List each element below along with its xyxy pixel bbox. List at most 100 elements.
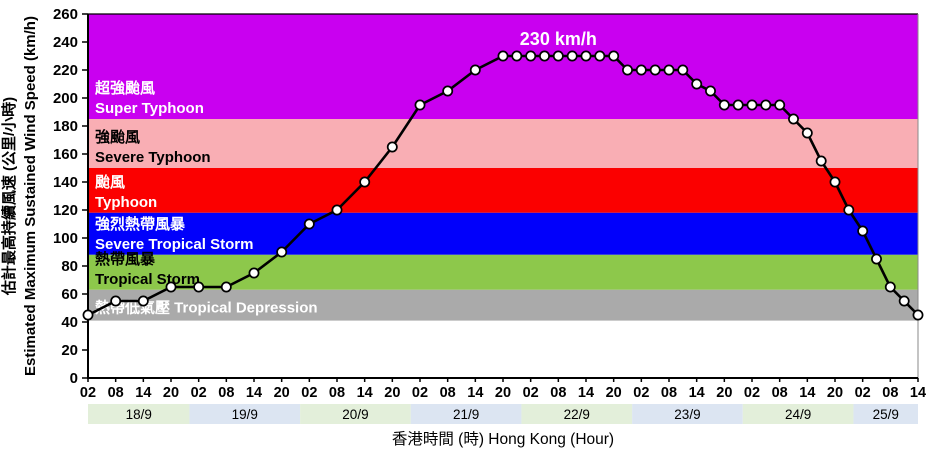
data-point <box>248 267 260 279</box>
data-point <box>580 50 592 62</box>
data-point <box>497 50 509 62</box>
band-label-en-typhoon: Typhoon <box>95 194 157 211</box>
band-label-zh-tropical-storm: 熱帶風暴 <box>95 250 156 268</box>
data-point <box>442 85 454 97</box>
band-label-en-super-typhoon: Super Typhoon <box>95 100 204 117</box>
data-point <box>691 78 703 90</box>
x-tick-label: 14 <box>689 385 705 401</box>
y-tick-label: 80 <box>61 258 78 275</box>
data-point <box>110 295 122 307</box>
band-label-zh-super-typhoon: 超強颱風 <box>94 79 155 97</box>
data-point <box>303 218 315 230</box>
data-point <box>677 64 689 76</box>
x-tick-label: 02 <box>855 385 871 401</box>
data-point <box>566 50 578 62</box>
y-tick-label: 60 <box>61 286 78 303</box>
x-tick-label: 08 <box>218 385 234 401</box>
data-point <box>912 309 924 321</box>
data-point <box>414 99 426 111</box>
x-tick-label: 02 <box>301 385 317 401</box>
data-point <box>193 281 205 293</box>
data-point <box>718 99 730 111</box>
x-tick-label: 20 <box>384 385 400 401</box>
band-label-zh-severe-typhoon: 強颱風 <box>95 128 140 146</box>
data-point <box>884 281 896 293</box>
date-band <box>189 404 301 424</box>
date-band <box>853 404 918 424</box>
x-tick-label: 02 <box>191 385 207 401</box>
data-point <box>525 50 537 62</box>
x-axis-title: 香港時間 (時) Hong Kong (Hour) <box>391 431 615 448</box>
y-tick-label: 120 <box>53 202 78 219</box>
data-point <box>746 99 758 111</box>
x-tick-label: 14 <box>910 385 926 401</box>
x-tick-label: 02 <box>633 385 649 401</box>
y-tick-label: 0 <box>70 370 78 387</box>
date-label: 23/9 <box>674 407 700 422</box>
y-tick-label: 100 <box>53 230 78 247</box>
band-tropical-depression <box>88 289 918 321</box>
x-tick-label: 02 <box>412 385 428 401</box>
data-point <box>898 295 910 307</box>
band-label-en-tropical-storm: Tropical Storm <box>95 271 200 288</box>
data-point <box>386 141 398 153</box>
y-tick-label: 240 <box>53 34 78 51</box>
data-point <box>622 64 633 76</box>
x-tick-label: 14 <box>357 385 373 401</box>
peak-annotation: 230 km/h <box>520 29 597 49</box>
data-point <box>539 50 550 62</box>
x-tick-label: 20 <box>827 385 843 401</box>
x-tick-label: 08 <box>661 385 677 401</box>
x-tick-label: 02 <box>744 385 760 401</box>
x-tick-label: 20 <box>606 385 622 401</box>
band-label-en-severe-typhoon: Severe Typhoon <box>95 149 211 166</box>
x-tick-label: 08 <box>108 385 124 401</box>
wind-speed-line <box>87 54 919 317</box>
date-band <box>410 404 522 424</box>
data-point <box>788 113 799 125</box>
x-tick-label: 02 <box>523 385 539 401</box>
y-tick-label: 180 <box>53 118 78 135</box>
x-tick-label: 08 <box>772 385 788 401</box>
y-tick-label: 200 <box>53 90 78 107</box>
x-tick-label: 14 <box>246 385 262 401</box>
data-point <box>137 295 149 307</box>
data-point <box>359 176 371 188</box>
y-tick-label: 260 <box>53 6 78 23</box>
data-point <box>165 281 177 293</box>
date-label: 19/9 <box>232 407 258 422</box>
date-band <box>632 404 743 424</box>
x-tick-label: 08 <box>550 385 566 401</box>
data-point <box>331 204 343 216</box>
band-label-en-severe-tropical-storm: Severe Tropical Storm <box>95 236 253 253</box>
date-label: 18/9 <box>126 407 152 422</box>
band-typhoon <box>88 168 918 213</box>
data-point <box>857 225 869 237</box>
data-point <box>705 85 716 97</box>
band-severe-typhoon <box>88 119 918 168</box>
band-super-typhoon <box>88 14 918 119</box>
data-point <box>871 253 882 265</box>
data-point <box>469 64 481 76</box>
band-tropical-storm <box>88 254 918 290</box>
x-tick-label: 20 <box>163 385 179 401</box>
data-point <box>608 50 620 62</box>
data-point <box>220 281 232 293</box>
date-band <box>521 404 633 424</box>
data-point <box>843 204 855 216</box>
data-point <box>511 50 523 62</box>
data-point <box>829 176 841 188</box>
band-severe-tropical-storm <box>88 212 918 255</box>
x-tick-label: 14 <box>578 385 594 401</box>
date-label: 20/9 <box>342 407 368 422</box>
x-tick-label: 20 <box>495 385 511 401</box>
y-tick-label: 40 <box>61 314 78 331</box>
x-tick-label: 02 <box>80 385 96 401</box>
data-point <box>552 50 564 62</box>
data-point <box>649 64 661 76</box>
date-band <box>88 404 190 424</box>
y-tick-label: 140 <box>53 174 78 191</box>
data-point <box>732 99 744 111</box>
